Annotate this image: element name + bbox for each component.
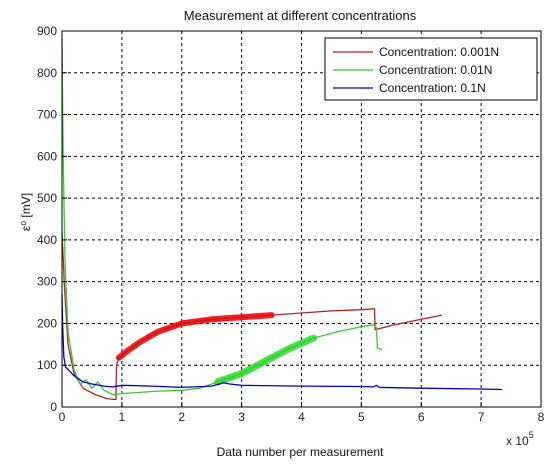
series-line-2 <box>61 294 503 391</box>
series-layer <box>61 39 503 401</box>
legend: Concentration: 0.001N Concentration: 0.01… <box>324 37 538 101</box>
x-multiplier: x 105 <box>506 430 534 448</box>
y-tick-label: 600 <box>37 149 57 163</box>
band-layer <box>115 312 317 386</box>
x-tick-label: 6 <box>418 410 425 424</box>
y-axis-label: ε⁰ [mV] <box>19 193 33 231</box>
x-tick-label: 4 <box>298 410 305 424</box>
chart-title: Measurement at different concentrations <box>184 8 417 23</box>
y-tick-label: 900 <box>37 24 57 38</box>
y-tick-label: 300 <box>37 275 57 289</box>
x-tick-label: 0 <box>59 410 66 424</box>
y-tick-label: 400 <box>37 233 57 247</box>
legend-label-2: Concentration: 0.1N <box>379 81 486 95</box>
y-tick-label: 0 <box>50 400 57 414</box>
y-tick-label: 700 <box>37 108 57 122</box>
series-line-0 <box>61 231 443 401</box>
x-multiplier-exponent: 5 <box>529 430 534 440</box>
x-tick-label: 3 <box>238 410 245 424</box>
x-tick-label: 1 <box>119 410 126 424</box>
y-tick-label: 500 <box>37 191 57 205</box>
series-line-1 <box>61 39 383 396</box>
x-tick-label: 2 <box>178 410 185 424</box>
x-multiplier-base: x 10 <box>506 434 529 448</box>
legend-label-1: Concentration: 0.01N <box>379 63 492 77</box>
x-tick-label: 5 <box>358 410 365 424</box>
x-axis-label: Data number per measurement <box>217 445 384 459</box>
y-tick-label: 100 <box>37 358 57 372</box>
y-tick-label: 200 <box>37 316 57 330</box>
x-tick-label: 8 <box>538 410 545 424</box>
ticks: 0 1 2 3 4 5 6 7 8 0 100 200 300 400 500 600 700 800 900 <box>37 24 545 424</box>
y-tick-label: 800 <box>37 66 57 80</box>
x-tick-label: 7 <box>478 410 485 424</box>
legend-label-0: Concentration: 0.001N <box>379 45 499 59</box>
legend-box <box>324 37 538 101</box>
